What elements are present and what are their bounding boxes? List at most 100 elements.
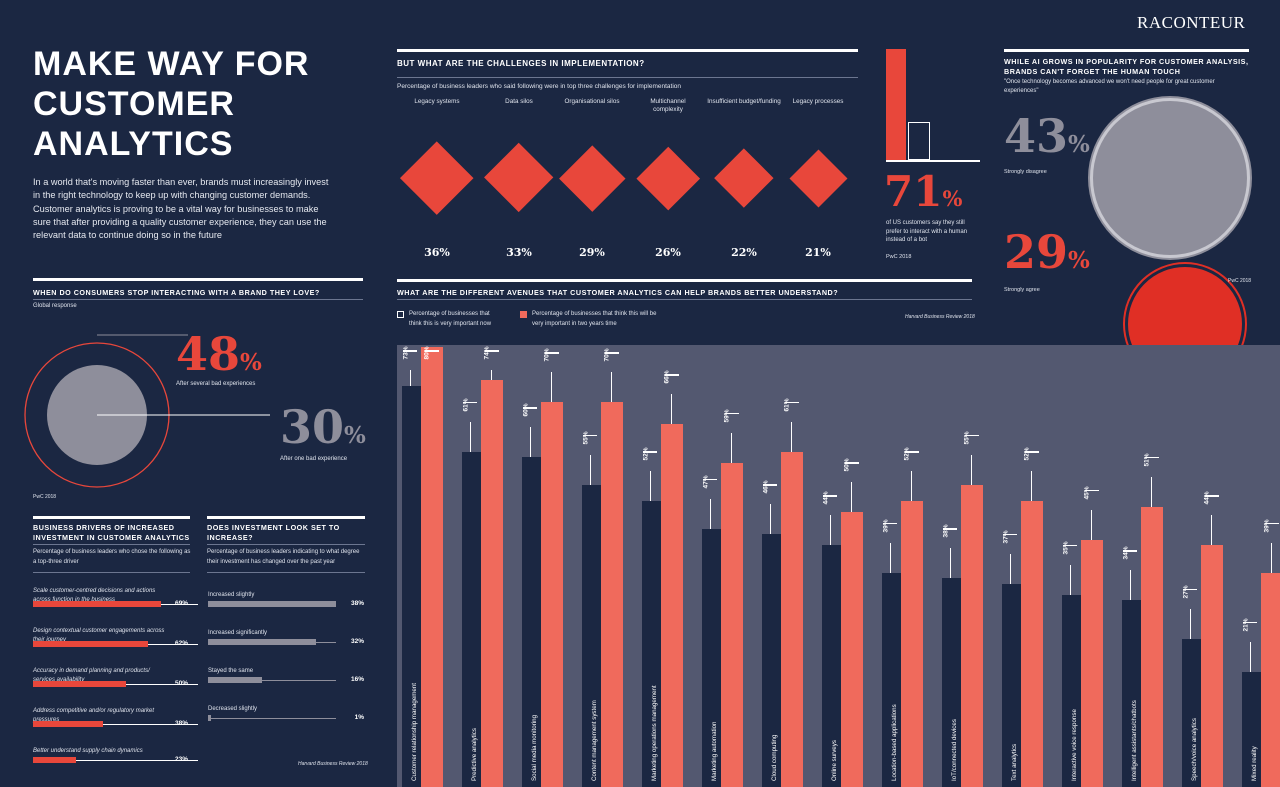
avenue-future-bar: [1081, 539, 1103, 787]
ai-rule: [1004, 49, 1249, 52]
avenue-future-value: 45%: [1083, 486, 1091, 500]
avenue-now-value: 73%: [402, 346, 410, 360]
legend-future-swatch: [520, 311, 527, 318]
avenue-now-pointer: [530, 427, 531, 457]
avenue-category-label: Content management system: [591, 700, 598, 781]
avenue-now-value: 27%: [1182, 585, 1190, 599]
avenue-future-bar: [1021, 501, 1043, 787]
avenue-future-bar: [1201, 545, 1223, 787]
avenue-now-bar: [1182, 638, 1201, 787]
avenue-now-tick: [1183, 588, 1197, 590]
investment-source: Harvard Business Review 2018: [298, 761, 368, 767]
avenue-future-bar: [481, 380, 503, 787]
several-label: After several bad experiences: [176, 381, 256, 387]
challenge-value: 29%: [579, 246, 605, 259]
avenue-now-value: 39%: [882, 519, 890, 533]
avenue-future-tick: [905, 451, 919, 453]
driver-bar: [33, 757, 76, 763]
avenue-future-pointer: [791, 421, 792, 452]
ai-quote: "Once technology becomes advanced we won…: [1004, 79, 1215, 94]
avenue-now-value: 60%: [522, 403, 530, 417]
challenge-value: 26%: [655, 246, 681, 259]
avenue-future-pointer: [1151, 476, 1152, 507]
investment-bar: [208, 601, 336, 607]
avenue-future-value: 70%: [603, 348, 611, 362]
avenue-future-tick: [965, 434, 979, 436]
driver-value: 69%: [174, 600, 188, 607]
avenue-category-label: Predictive analytics: [471, 728, 478, 781]
avenue-future-bar: [841, 512, 863, 787]
driver-value: 62%: [174, 640, 188, 647]
one-percentage: 30%: [280, 400, 366, 454]
avenue-category-label: Cloud computing: [771, 734, 778, 781]
avenue-future-pointer: [911, 471, 912, 501]
investment-subtitle: Percentage of business leaders indicatin…: [207, 549, 360, 565]
agree-percentage: 29%: [1004, 225, 1090, 279]
avenue-future-tick: [785, 401, 799, 403]
challenge-diamond: [484, 143, 554, 213]
challenge-diamond: [636, 146, 700, 210]
avenue-now-pointer: [830, 515, 831, 545]
drivers-rule: [33, 516, 190, 519]
avenue-category-label: Marketing operations management: [651, 685, 658, 781]
challenge-label: Legacy processes: [792, 98, 844, 105]
avenue-future-value: 44%: [1203, 491, 1211, 505]
avenue-future-tick: [665, 374, 679, 376]
avenue-now-value: 47%: [702, 475, 710, 489]
avenue-future-bar: [1261, 572, 1280, 787]
avenue-future-tick: [845, 462, 859, 464]
avenue-now-pointer: [1130, 570, 1131, 600]
disagree-circle: [1090, 98, 1250, 258]
avenue-future-pointer: [1271, 542, 1272, 573]
avenue-now-tick: [1123, 550, 1137, 552]
avenue-future-tick: [1265, 522, 1279, 524]
challenge-value: 22%: [731, 246, 757, 259]
avenue-now-tick: [523, 407, 537, 409]
challenge-value: 36%: [424, 246, 450, 259]
avenue-now-bar: [942, 578, 961, 787]
challenge-diamond: [714, 148, 774, 208]
challenge-label: Legacy systems: [414, 98, 460, 105]
avenue-future-bar: [781, 451, 803, 787]
avenue-future-bar: [721, 462, 743, 787]
human-baseline: [886, 160, 980, 162]
avenue-now-pointer: [710, 498, 711, 529]
avenue-future-tick: [1145, 456, 1159, 458]
avenue-category-label: IoT/connected devices: [951, 719, 958, 781]
avenue-future-pointer: [491, 370, 492, 380]
avenue-future-pointer: [731, 432, 732, 463]
driver-bar: [33, 641, 148, 647]
avenue-now-pointer: [1070, 564, 1071, 595]
avenue-category-label: Customer relationship management: [411, 682, 418, 781]
avenue-now-pointer: [470, 421, 471, 452]
driver-track: [33, 760, 198, 761]
avenue-future-pointer: [551, 372, 552, 402]
avenue-now-pointer: [770, 504, 771, 534]
investment-label: Increased slightly: [208, 592, 255, 598]
disagree-percentage: 43%: [1004, 109, 1090, 163]
avenue-now-pointer: [950, 548, 951, 578]
challenge-label: Insufficient budget/funding: [707, 98, 781, 105]
avenue-now-value: 46%: [762, 480, 770, 494]
avenue-now-value: 61%: [462, 398, 470, 412]
legend-now-swatch: [397, 311, 404, 318]
avenue-now-tick: [403, 350, 417, 352]
investment-label: Stayed the same: [208, 668, 254, 674]
investment-value: 1%: [354, 714, 364, 721]
avenue-now-pointer: [590, 454, 591, 485]
several-percentage: 48%: [176, 327, 262, 381]
driver-value: 38%: [174, 720, 188, 727]
ai-title: WHILE AI GROWS IN POPULARITY FOR CUSTOME…: [1004, 57, 1249, 76]
driver-bar: [33, 601, 161, 607]
avenue-now-pointer: [1010, 553, 1011, 584]
avenue-future-value: 59%: [723, 409, 731, 423]
avenue-now-tick: [763, 484, 777, 486]
stop-thin-rule: [33, 299, 363, 300]
driver-value: 23%: [174, 756, 188, 763]
avenue-now-pointer: [890, 542, 891, 573]
investment-bar: [208, 639, 316, 645]
challenges-rule: [397, 49, 858, 52]
avenue-now-value: 37%: [1002, 530, 1010, 544]
investment-thin-rule: [207, 544, 365, 545]
disagree-label: Strongly disagree: [1004, 169, 1047, 175]
